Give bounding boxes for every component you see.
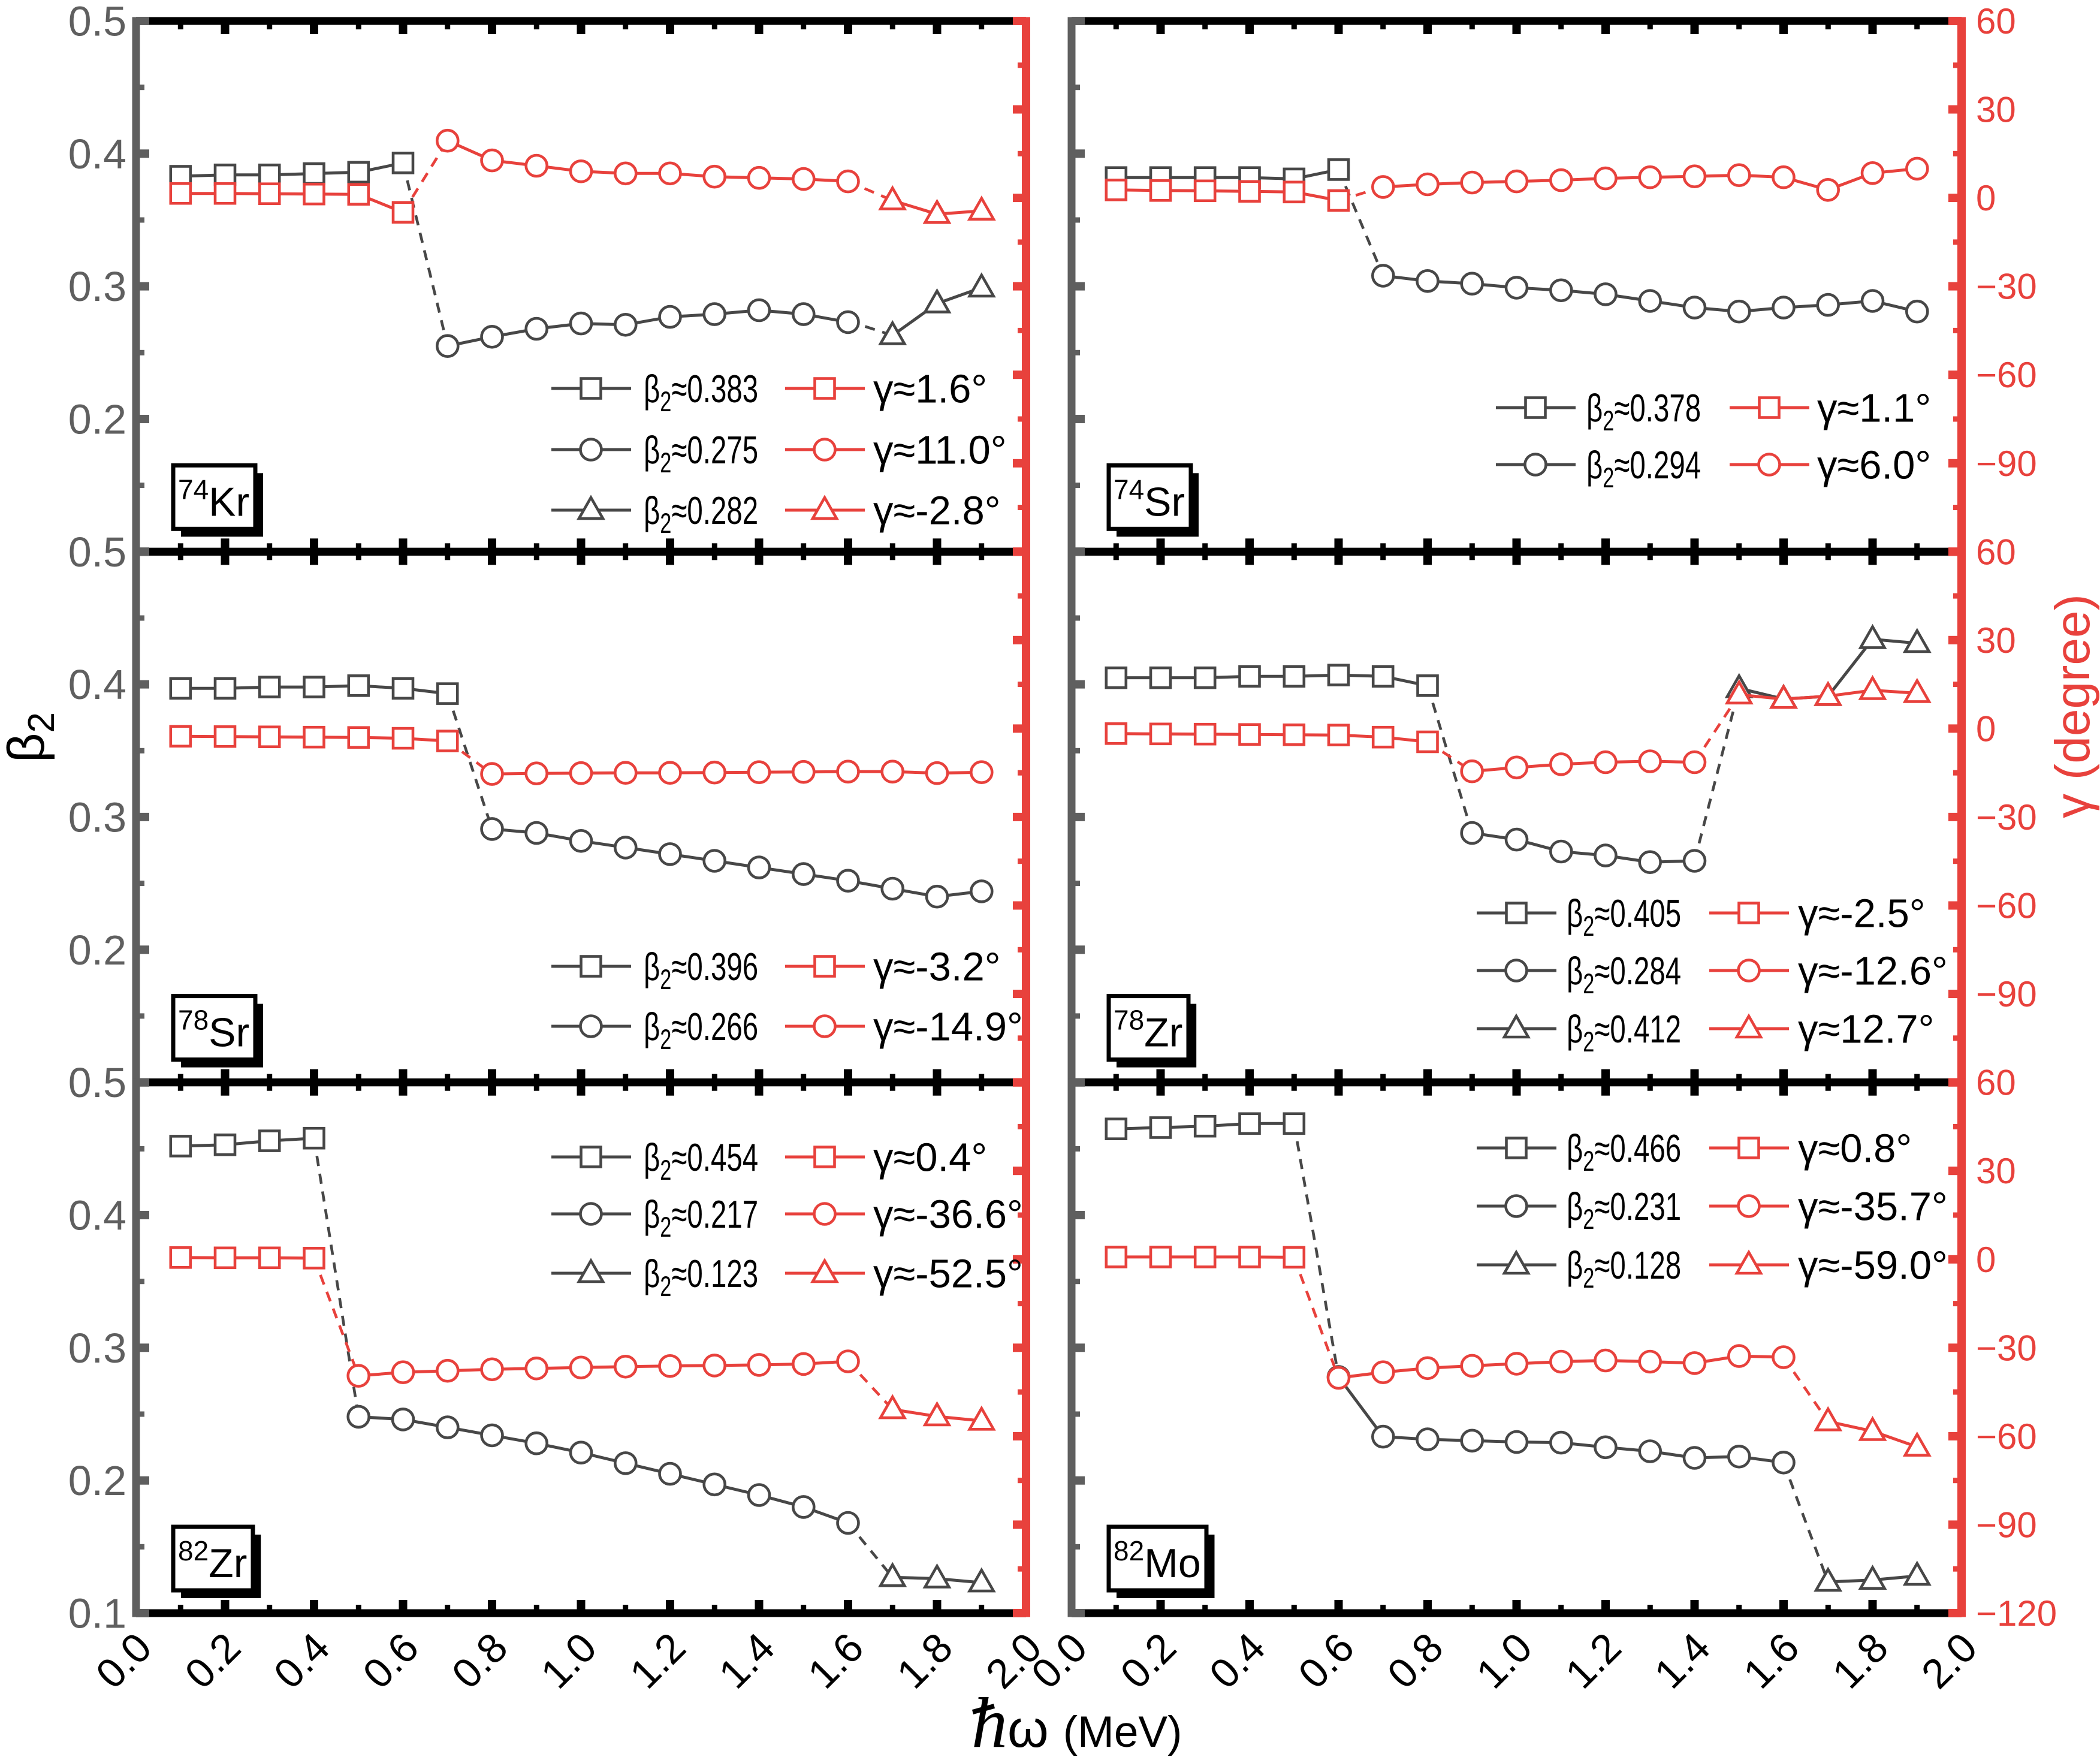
svg-text:0.3: 0.3	[68, 1325, 126, 1372]
svg-text:0: 0	[1976, 709, 1996, 749]
svg-text:0.4: 0.4	[68, 661, 126, 708]
svg-text:γ≈-59.0°: γ≈-59.0°	[1798, 1243, 1948, 1288]
svg-text:β2≈0.396: β2≈0.396	[644, 945, 758, 995]
svg-text:β2≈0.383: β2≈0.383	[644, 367, 758, 417]
svg-text:γ≈11.0°: γ≈11.0°	[873, 427, 1007, 472]
svg-text:γ≈-14.9°: γ≈-14.9°	[873, 1004, 1023, 1049]
svg-text:β2≈0.284: β2≈0.284	[1567, 949, 1681, 999]
svg-text:60: 60	[1976, 1063, 2016, 1103]
svg-text:β2≈0.294: β2≈0.294	[1586, 443, 1701, 493]
svg-text:−30: −30	[1976, 1328, 2037, 1368]
svg-text:−60: −60	[1976, 886, 2037, 926]
svg-text:82Mo: 82Mo	[1114, 1535, 1201, 1586]
svg-text:0.3: 0.3	[68, 794, 126, 840]
svg-text:30: 30	[1976, 620, 2016, 661]
svg-text:γ≈0.8°: γ≈0.8°	[1798, 1126, 1912, 1171]
svg-text:β2≈0.275: β2≈0.275	[644, 428, 758, 478]
svg-text:γ≈-12.6°: γ≈-12.6°	[1798, 948, 1948, 993]
svg-text:β2≈0.466: β2≈0.466	[1567, 1126, 1681, 1177]
svg-text:γ≈-2.5°: γ≈-2.5°	[1798, 891, 1926, 936]
svg-text:hω(MeV): hω (MeV)	[971, 1683, 1182, 1757]
svg-text:60: 60	[1976, 1, 2016, 41]
svg-text:0: 0	[1976, 1240, 1996, 1280]
svg-text:−30: −30	[1976, 797, 2037, 837]
svg-text:−60: −60	[1976, 1417, 2037, 1457]
svg-text:0.1: 0.1	[68, 1590, 126, 1637]
svg-text:γ≈0.4°: γ≈0.4°	[873, 1135, 987, 1180]
svg-text:−120: −120	[1976, 1593, 2057, 1634]
svg-text:γ (degree): γ (degree)	[2045, 594, 2100, 818]
svg-text:β2≈0.217: β2≈0.217	[644, 1192, 758, 1243]
svg-text:γ≈-35.7°: γ≈-35.7°	[1798, 1184, 1948, 1229]
svg-text:γ≈1.6°: γ≈1.6°	[873, 366, 987, 411]
svg-text:0.5: 0.5	[68, 1059, 126, 1106]
svg-text:γ≈-2.8°: γ≈-2.8°	[873, 488, 1001, 533]
svg-text:γ≈-52.5°: γ≈-52.5°	[873, 1251, 1023, 1296]
svg-text:0.2: 0.2	[68, 1457, 126, 1504]
svg-text:78Zr: 78Zr	[1114, 1005, 1182, 1056]
svg-text:−60: −60	[1976, 355, 2037, 395]
svg-text:γ≈-36.6°: γ≈-36.6°	[873, 1192, 1023, 1237]
svg-text:60: 60	[1976, 532, 2016, 572]
svg-text:0.5: 0.5	[68, 529, 126, 575]
svg-text:β2≈0.378: β2≈0.378	[1586, 386, 1701, 436]
svg-text:0.3: 0.3	[68, 263, 126, 310]
svg-text:0: 0	[1976, 178, 1996, 218]
svg-text:0.4: 0.4	[68, 131, 126, 177]
svg-text:0.2: 0.2	[68, 927, 126, 974]
svg-text:30: 30	[1976, 1151, 2016, 1191]
svg-text:−30: −30	[1976, 267, 2037, 307]
svg-text:β2≈0.412: β2≈0.412	[1567, 1007, 1681, 1057]
svg-text:γ≈1.1°: γ≈1.1°	[1817, 385, 1931, 430]
svg-text:0.4: 0.4	[68, 1192, 126, 1239]
svg-text:30: 30	[1976, 90, 2016, 130]
svg-text:γ≈-3.2°: γ≈-3.2°	[873, 944, 1001, 989]
svg-text:−90: −90	[1976, 444, 2037, 484]
svg-text:0.5: 0.5	[68, 0, 126, 45]
svg-text:−90: −90	[1976, 1505, 2037, 1545]
svg-text:78Sr: 78Sr	[178, 1005, 249, 1056]
svg-text:γ≈6.0°: γ≈6.0°	[1817, 442, 1931, 487]
svg-text:0.2: 0.2	[68, 396, 126, 443]
svg-text:γ≈12.7°: γ≈12.7°	[1798, 1006, 1934, 1051]
svg-text:−90: −90	[1976, 974, 2037, 1014]
